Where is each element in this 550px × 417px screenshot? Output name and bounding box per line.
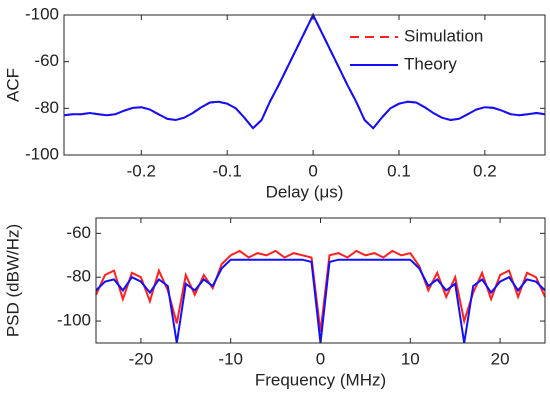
series-line (63, 12, 546, 130)
x-tick-label: 0.2 (473, 161, 497, 180)
legend-label: Theory (404, 54, 457, 73)
x-tick-label: 0 (316, 349, 325, 368)
legend-label: Simulation (404, 26, 483, 45)
y-tick-label: -60 (66, 223, 91, 242)
y-tick-label: -100 (57, 311, 91, 330)
x-tick-label: 0 (308, 161, 317, 180)
x-axis-label: Frequency (MHz) (255, 370, 386, 389)
x-tick-label: -0.2 (127, 161, 156, 180)
x-axis-label: Delay (μs) (266, 182, 344, 201)
y-tick-label: -80 (34, 98, 59, 117)
x-tick-label: 20 (491, 349, 510, 368)
plot-area (64, 15, 545, 155)
y-axis-label: ACF (3, 68, 22, 102)
y-tick-label: -100 (25, 144, 59, 163)
x-tick-label: 10 (401, 349, 420, 368)
y-axis-label: PSD (dBW/Hz) (3, 224, 22, 337)
x-tick-label: -20 (129, 349, 154, 368)
x-tick-label: -0.1 (213, 161, 242, 180)
y-tick-label: -60 (34, 51, 59, 70)
x-tick-label: -10 (218, 349, 243, 368)
y-tick-label: -80 (66, 267, 91, 286)
x-tick-label: 0.1 (387, 161, 411, 180)
axes-frame (63, 14, 546, 156)
plot-area (96, 218, 545, 343)
y-tick-label: -100 (25, 4, 59, 23)
